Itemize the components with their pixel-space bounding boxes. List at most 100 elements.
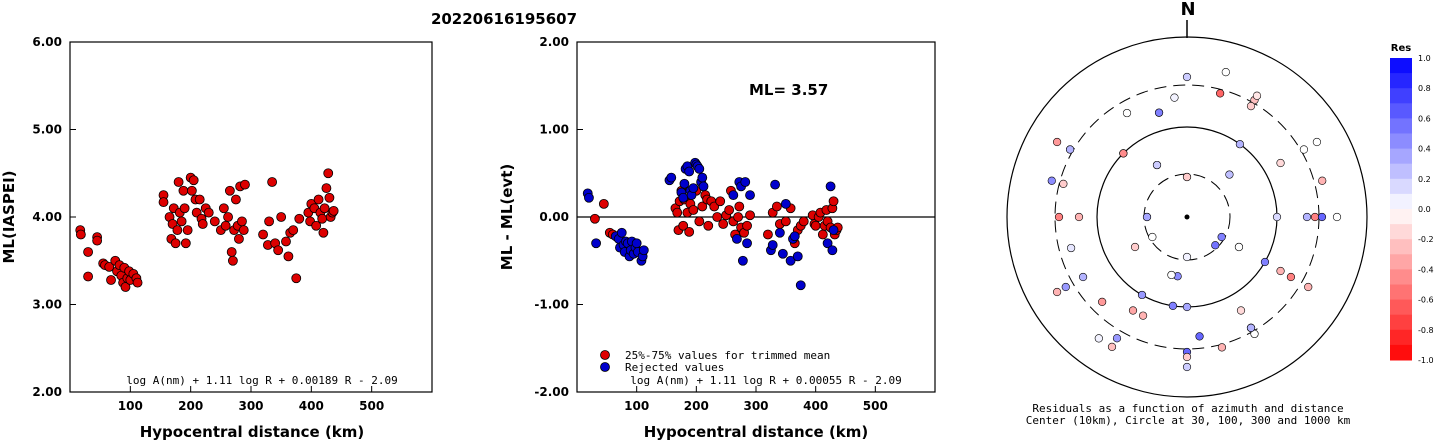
station-residual-point <box>1074 212 1084 222</box>
data-point <box>584 192 594 203</box>
station-residual-point <box>1154 108 1164 117</box>
station-residual-point <box>1094 334 1103 343</box>
data-point <box>810 220 821 231</box>
x-tick-label: 500 <box>863 399 888 413</box>
colorbar-tick-label: 0.2 <box>1418 175 1431 184</box>
y-tick-label: 5.00 <box>32 123 62 137</box>
data-point <box>104 261 115 272</box>
colorbar-cell <box>1390 73 1412 89</box>
station-residual-point <box>1318 176 1327 185</box>
data-point <box>591 238 601 249</box>
x-tick-label: 200 <box>684 399 709 413</box>
station-residual-point <box>1168 301 1178 310</box>
data-point <box>666 172 677 183</box>
station-residual-point <box>1195 332 1204 341</box>
data-point <box>288 225 299 236</box>
data-point <box>311 220 322 231</box>
azimuth-points <box>1047 68 1342 372</box>
data-point <box>817 229 828 240</box>
north-label: N <box>1180 0 1195 20</box>
data-point <box>83 247 93 257</box>
data-point <box>672 207 683 218</box>
y-tick-label: 2.00 <box>32 385 62 399</box>
station-residual-point <box>1152 160 1162 170</box>
station-residual-point <box>1142 212 1152 222</box>
station-residual-point <box>1304 282 1313 292</box>
station-residual-point <box>1276 158 1285 168</box>
data-point <box>223 212 233 222</box>
ring-1000km <box>1006 36 1368 398</box>
station-residual-point <box>1167 270 1176 280</box>
colorbar-tick-label: 0.8 <box>1418 84 1431 93</box>
data-point <box>688 183 699 194</box>
colorbar-tick-label: -0.2 <box>1418 235 1434 244</box>
data-point <box>734 201 745 212</box>
station-residual-point <box>1128 306 1138 315</box>
station-residual-point <box>1246 323 1256 332</box>
data-point <box>763 229 773 240</box>
data-point <box>825 181 836 192</box>
data-point <box>774 227 785 238</box>
data-point <box>598 198 609 209</box>
data-point <box>715 196 726 207</box>
data-point <box>822 238 833 249</box>
station-residual-point <box>1276 266 1285 276</box>
station-residual-point <box>1130 242 1140 252</box>
data-point <box>194 194 205 205</box>
data-point <box>188 175 199 186</box>
data-point <box>83 271 93 282</box>
residual-y-axis-label: ML - ML(evt) <box>498 164 516 270</box>
colorbar-cell <box>1390 239 1412 255</box>
data-point <box>694 163 705 174</box>
azimuth-caption-line2: Center (10km), Circle at 30, 100, 300 an… <box>1026 414 1351 427</box>
colorbar-tick-label: -1.0 <box>1418 356 1434 365</box>
data-point <box>792 251 803 262</box>
data-point <box>679 178 690 189</box>
station-residual-point <box>1312 137 1322 147</box>
colorbar-cell <box>1390 163 1412 180</box>
data-point <box>828 196 839 207</box>
station-residual-point <box>1221 68 1230 77</box>
data-point <box>827 245 838 256</box>
data-point <box>178 185 189 196</box>
data-point <box>770 179 780 190</box>
station-residual-point <box>1272 212 1282 222</box>
data-point <box>209 216 220 227</box>
data-point <box>264 216 275 227</box>
data-point <box>92 235 103 246</box>
colorbar-tick-label: -0.6 <box>1418 296 1434 305</box>
station-residual-point <box>1246 102 1256 111</box>
data-point <box>732 233 742 244</box>
data-point <box>173 177 184 187</box>
colorbar-tick-label: 1.0 <box>1418 54 1431 63</box>
x-tick-label: 300 <box>238 399 263 413</box>
station-residual-point <box>1250 329 1259 339</box>
colorbar-cell <box>1390 193 1412 210</box>
data-point <box>745 210 755 221</box>
colorbar-tick-label: 0.4 <box>1418 145 1431 154</box>
y-tick-label: -1.00 <box>534 298 569 312</box>
data-point <box>780 216 791 227</box>
legend-accepted-marker <box>600 350 610 360</box>
magnitude-plot-frame <box>69 41 433 393</box>
data-point <box>638 245 649 256</box>
station-residual-point <box>1182 362 1192 372</box>
data-point <box>742 220 752 231</box>
data-point <box>777 248 788 259</box>
station-residual-point <box>1182 352 1192 362</box>
legend-accepted-label: 25%-75% values for trimmed mean <box>625 349 830 362</box>
data-point <box>273 245 284 256</box>
colorbar: 1.0 0.8 0.6 0.4 0.2 0.0 -0.2 -0.4 -0.6 -0.8 -1.0 <box>1390 54 1434 365</box>
colorbar-cell <box>1390 269 1412 285</box>
colorbar-cell <box>1390 344 1412 361</box>
data-point <box>170 238 181 249</box>
data-point <box>240 179 250 190</box>
data-point <box>733 212 743 222</box>
station-residual-point <box>1235 140 1245 149</box>
data-point <box>186 185 197 196</box>
colorbar-cell <box>1390 58 1412 74</box>
data-point <box>313 194 324 205</box>
residual-x-axis-label: Hypocentral distance (km) <box>644 423 869 441</box>
station-residual-point <box>1112 334 1122 343</box>
